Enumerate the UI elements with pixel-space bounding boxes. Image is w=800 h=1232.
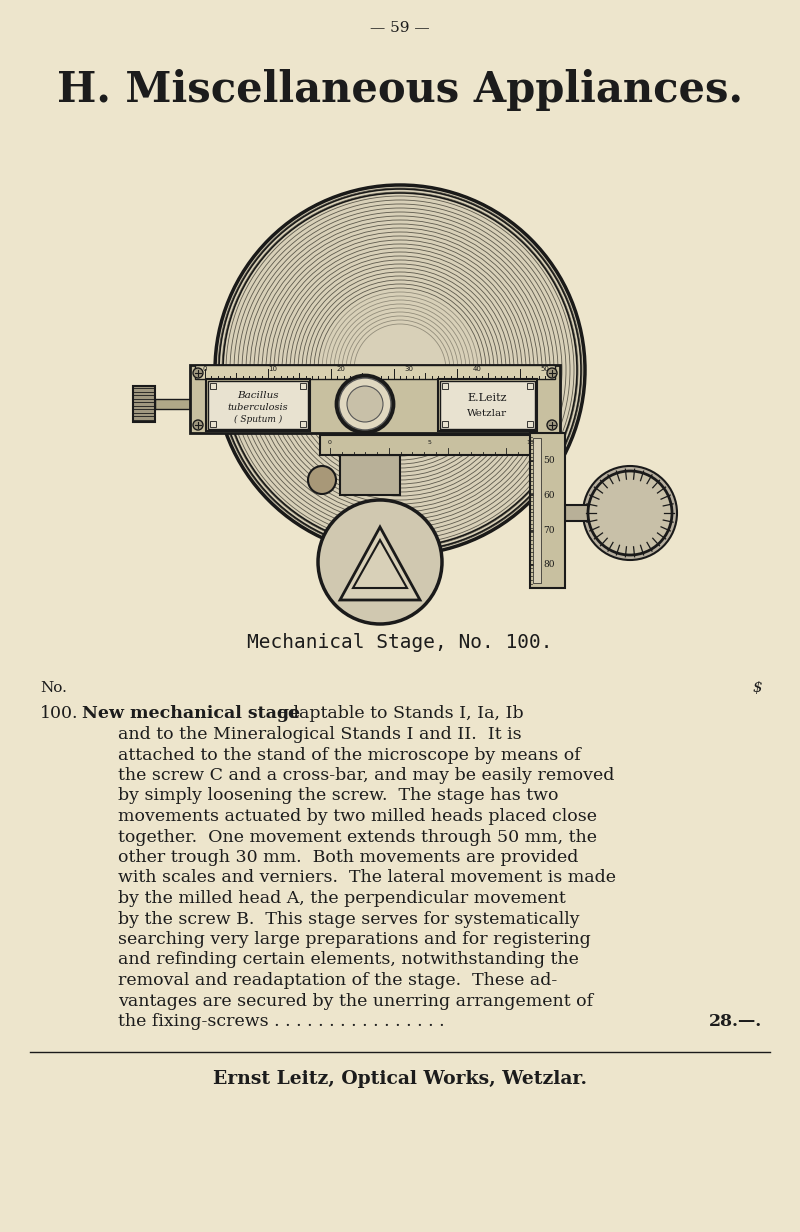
Bar: [190, 365, 560, 432]
Text: New mechanical stage: New mechanical stage: [82, 706, 300, 722]
Text: 30: 30: [405, 366, 414, 372]
Text: by the milled head A, the perpendicular movement: by the milled head A, the perpendicular …: [118, 890, 566, 907]
Circle shape: [347, 386, 383, 423]
Text: Ernst Leitz, Optical Works, Wetzlar.: Ernst Leitz, Optical Works, Wetzlar.: [213, 1071, 587, 1089]
Text: 28.—.: 28.—.: [709, 1013, 762, 1030]
Text: the screw C and a cross-bar, and may be easily removed: the screw C and a cross-bar, and may be …: [118, 768, 614, 784]
Text: E.Leitz: E.Leitz: [467, 393, 506, 403]
Text: 100.: 100.: [40, 706, 78, 722]
Bar: [565, 505, 588, 521]
Text: and to the Mineralogical Stands I and II.  It is: and to the Mineralogical Stands I and II…: [118, 726, 522, 743]
Text: 5: 5: [428, 441, 432, 446]
Circle shape: [547, 368, 557, 378]
Text: 10: 10: [269, 366, 278, 372]
Text: 80: 80: [543, 561, 554, 569]
Bar: [440, 381, 535, 429]
Bar: [442, 383, 448, 389]
Bar: [155, 399, 190, 409]
Text: movements actuated by two milled heads placed close: movements actuated by two milled heads p…: [118, 808, 597, 825]
Bar: [208, 381, 308, 429]
Text: 70: 70: [543, 526, 554, 535]
Text: No.: No.: [40, 681, 67, 695]
Bar: [300, 421, 306, 428]
Bar: [527, 383, 533, 389]
Circle shape: [318, 500, 442, 623]
Bar: [438, 379, 537, 431]
Polygon shape: [340, 527, 420, 600]
Text: searching very large preparations and for registering: searching very large preparations and fo…: [118, 931, 590, 947]
Bar: [210, 421, 216, 428]
Text: together.  One movement extends through 50 mm, the: together. One movement extends through 5…: [118, 828, 597, 845]
Bar: [527, 421, 533, 428]
Bar: [133, 386, 155, 423]
Circle shape: [193, 420, 203, 430]
Bar: [442, 421, 448, 428]
Circle shape: [339, 378, 391, 430]
Text: and refinding certain elements, notwithstanding the: and refinding certain elements, notwiths…: [118, 951, 579, 968]
Text: H. Miscellaneous Appliances.: H. Miscellaneous Appliances.: [57, 69, 743, 111]
Text: removal and readaptation of the stage.  These ad-: removal and readaptation of the stage. T…: [118, 972, 558, 989]
Text: Wetzlar: Wetzlar: [467, 409, 507, 419]
Bar: [206, 379, 310, 431]
Circle shape: [193, 368, 203, 378]
Text: ( Sputum ): ( Sputum ): [234, 414, 282, 424]
Text: $: $: [752, 681, 762, 695]
Bar: [210, 383, 216, 389]
Bar: [300, 383, 306, 389]
Circle shape: [308, 466, 336, 494]
Text: 60: 60: [543, 490, 554, 499]
Text: Mechanical Stage, No. 100.: Mechanical Stage, No. 100.: [247, 633, 553, 653]
Text: 40: 40: [473, 366, 482, 372]
Bar: [530, 432, 565, 588]
Text: attached to the stand of the microscope by means of: attached to the stand of the microscope …: [118, 747, 581, 764]
Text: 50: 50: [543, 456, 554, 466]
Text: adaptable to Stands I, Ia, Ib: adaptable to Stands I, Ia, Ib: [272, 706, 524, 722]
Circle shape: [588, 471, 672, 554]
Text: 20: 20: [337, 366, 346, 372]
Circle shape: [547, 420, 557, 430]
Text: vantages are secured by the unerring arrangement of: vantages are secured by the unerring arr…: [118, 993, 593, 1009]
Text: 50: 50: [541, 366, 550, 372]
Text: the fixing-screws . . . . . . . . . . . . . . . .: the fixing-screws . . . . . . . . . . . …: [118, 1013, 445, 1030]
Text: with scales and verniers.  The lateral movement is made: with scales and verniers. The lateral mo…: [118, 870, 616, 887]
Bar: [340, 455, 400, 495]
Bar: [533, 439, 541, 583]
Bar: [195, 365, 555, 379]
Bar: [320, 435, 540, 455]
Text: by simply loosening the screw.  The stage has two: by simply loosening the screw. The stage…: [118, 787, 558, 804]
Text: other trough 30 mm.  Both movements are provided: other trough 30 mm. Both movements are p…: [118, 849, 578, 866]
Text: Bacillus: Bacillus: [237, 391, 279, 399]
Text: 0: 0: [202, 366, 207, 372]
Text: — 59 —: — 59 —: [370, 21, 430, 34]
Text: 10: 10: [526, 441, 534, 446]
Text: tuberculosis: tuberculosis: [228, 403, 288, 411]
Circle shape: [583, 466, 677, 561]
Circle shape: [336, 375, 394, 432]
Circle shape: [215, 185, 585, 554]
Text: 0: 0: [328, 441, 332, 446]
Text: by the screw B.  This stage serves for systematically: by the screw B. This stage serves for sy…: [118, 910, 580, 928]
